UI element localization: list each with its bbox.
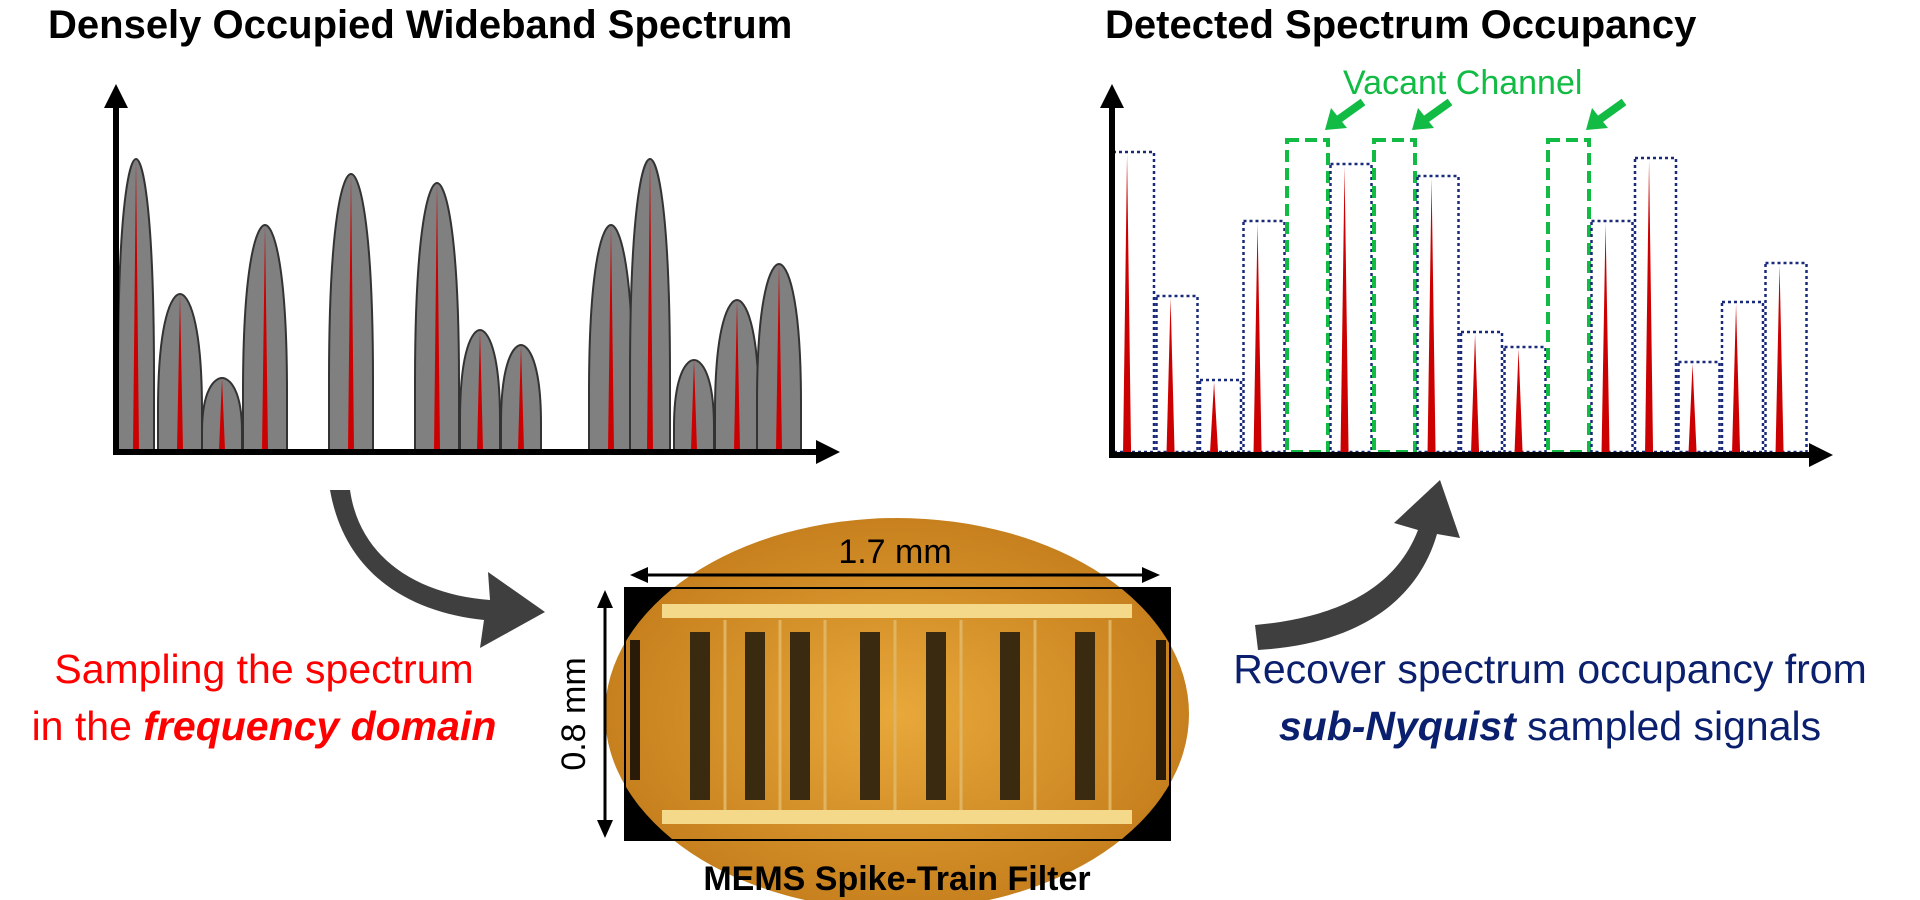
- occupied-channel-box: [1764, 261, 1808, 454]
- recover-caption-line2: sub-Nyquist sampled signals: [1279, 703, 1821, 749]
- resonator-slot: [860, 632, 880, 800]
- occupied-channel-box: [1459, 330, 1504, 454]
- left-edge: [630, 640, 640, 780]
- occupied-channel-box: [1155, 294, 1199, 454]
- channel-spike: [1427, 178, 1436, 452]
- occupied-channel-box: [1633, 156, 1678, 454]
- mems-device-image: [605, 518, 1189, 900]
- vacant-arrow-shaft: [1332, 98, 1366, 126]
- frequency-domain-emphasis: frequency domain: [143, 703, 496, 749]
- vacant-channel-box: [1372, 138, 1417, 454]
- sampling-caption-line2: in the frequency domain: [32, 703, 497, 749]
- resonator-slot: [690, 632, 710, 800]
- bottom-busbar: [662, 810, 1132, 824]
- channel-spike: [1601, 223, 1610, 452]
- mems-filter-caption: MEMS Spike-Train Filter: [703, 860, 1090, 898]
- channel-spike: [1514, 349, 1523, 452]
- left-panel-title: Densely Occupied Wideband Spectrum: [48, 3, 792, 47]
- signal-spike: [133, 159, 139, 450]
- signal-spike: [434, 183, 440, 450]
- signal-spike: [647, 159, 653, 450]
- vacant-channel-box: [1285, 138, 1330, 454]
- vacant-arrow-head: [1412, 108, 1434, 130]
- channel-spike: [1123, 154, 1132, 452]
- occupied-channel-box: [1720, 300, 1765, 454]
- vacant-channel-box: [1546, 138, 1591, 454]
- sampling-caption-line1: Sampling the spectrum: [54, 646, 473, 692]
- occupied-channel-box: [1590, 219, 1634, 454]
- left-signal-group: [117, 157, 802, 451]
- resonator-slot: [1075, 632, 1095, 800]
- occupied-channel-box: [1111, 150, 1156, 454]
- flow-arrow-to-filter: [330, 490, 545, 648]
- occupied-channel-box: [1329, 162, 1373, 454]
- vacant-arrow-group: [1325, 98, 1627, 130]
- mems-resonator-array: [630, 604, 1166, 824]
- signal-spike: [177, 294, 183, 450]
- occupied-channel-box: [1242, 219, 1286, 454]
- occupied-channel-box: [1503, 345, 1547, 454]
- vacant-arrow-head: [1325, 108, 1347, 130]
- signal-spike: [734, 300, 740, 450]
- vacant-arrow-shaft: [1419, 98, 1453, 126]
- channel-spike: [1166, 298, 1175, 452]
- occupied-channel-box: [1198, 378, 1243, 454]
- channel-spike: [1688, 364, 1697, 452]
- occupied-channel-box: [1677, 360, 1721, 454]
- signal-spike: [776, 264, 782, 450]
- right-y-axis-arrowhead: [1100, 84, 1124, 108]
- height-dimension: 0.8 mm: [555, 590, 613, 838]
- sub-nyquist-emphasis: sub-Nyquist: [1279, 703, 1518, 749]
- left-spectrum-chart: [104, 84, 840, 464]
- signal-spike: [518, 345, 524, 450]
- left-y-axis-arrowhead: [104, 84, 128, 108]
- resonator-slot: [1000, 632, 1020, 800]
- top-busbar: [662, 604, 1132, 618]
- vacant-arrow-head: [1586, 108, 1608, 130]
- vacant-channel-label: Vacant Channel: [1343, 64, 1582, 102]
- signal-spike: [608, 225, 614, 450]
- signal-spike: [691, 360, 697, 450]
- right-edge: [1156, 640, 1166, 780]
- vacant-arrow-shaft: [1593, 98, 1627, 126]
- channel-spike: [1210, 382, 1219, 452]
- channel-spike: [1775, 265, 1784, 452]
- right-panel-title: Detected Spectrum Occupancy: [1105, 3, 1697, 47]
- flow-arrow-to-occupancy: [1255, 480, 1460, 650]
- right-channel-group: [1111, 138, 1808, 454]
- channel-spike: [1645, 160, 1654, 452]
- height-dimension-label: 0.8 mm: [555, 657, 593, 770]
- resonator-slot: [926, 632, 946, 800]
- channel-spike: [1471, 334, 1480, 452]
- right-occupancy-chart: Vacant Channel: [1100, 64, 1833, 467]
- left-x-axis-arrowhead: [816, 440, 840, 464]
- occupied-channel-box: [1416, 174, 1460, 454]
- signal-spike: [477, 330, 483, 450]
- signal-spike: [219, 378, 225, 450]
- width-dimension: 1.7 mm: [630, 533, 1160, 583]
- recover-caption-line1: Recover spectrum occupancy from: [1233, 646, 1866, 692]
- channel-spike: [1732, 304, 1741, 452]
- channel-spike: [1340, 166, 1349, 452]
- channel-spike: [1253, 223, 1262, 452]
- resonator-slot: [745, 632, 765, 800]
- signal-spike: [262, 225, 268, 450]
- right-x-axis-arrowhead: [1809, 443, 1833, 467]
- width-dimension-label: 1.7 mm: [838, 533, 951, 571]
- resonator-slot: [790, 632, 810, 800]
- signal-spike: [348, 174, 354, 450]
